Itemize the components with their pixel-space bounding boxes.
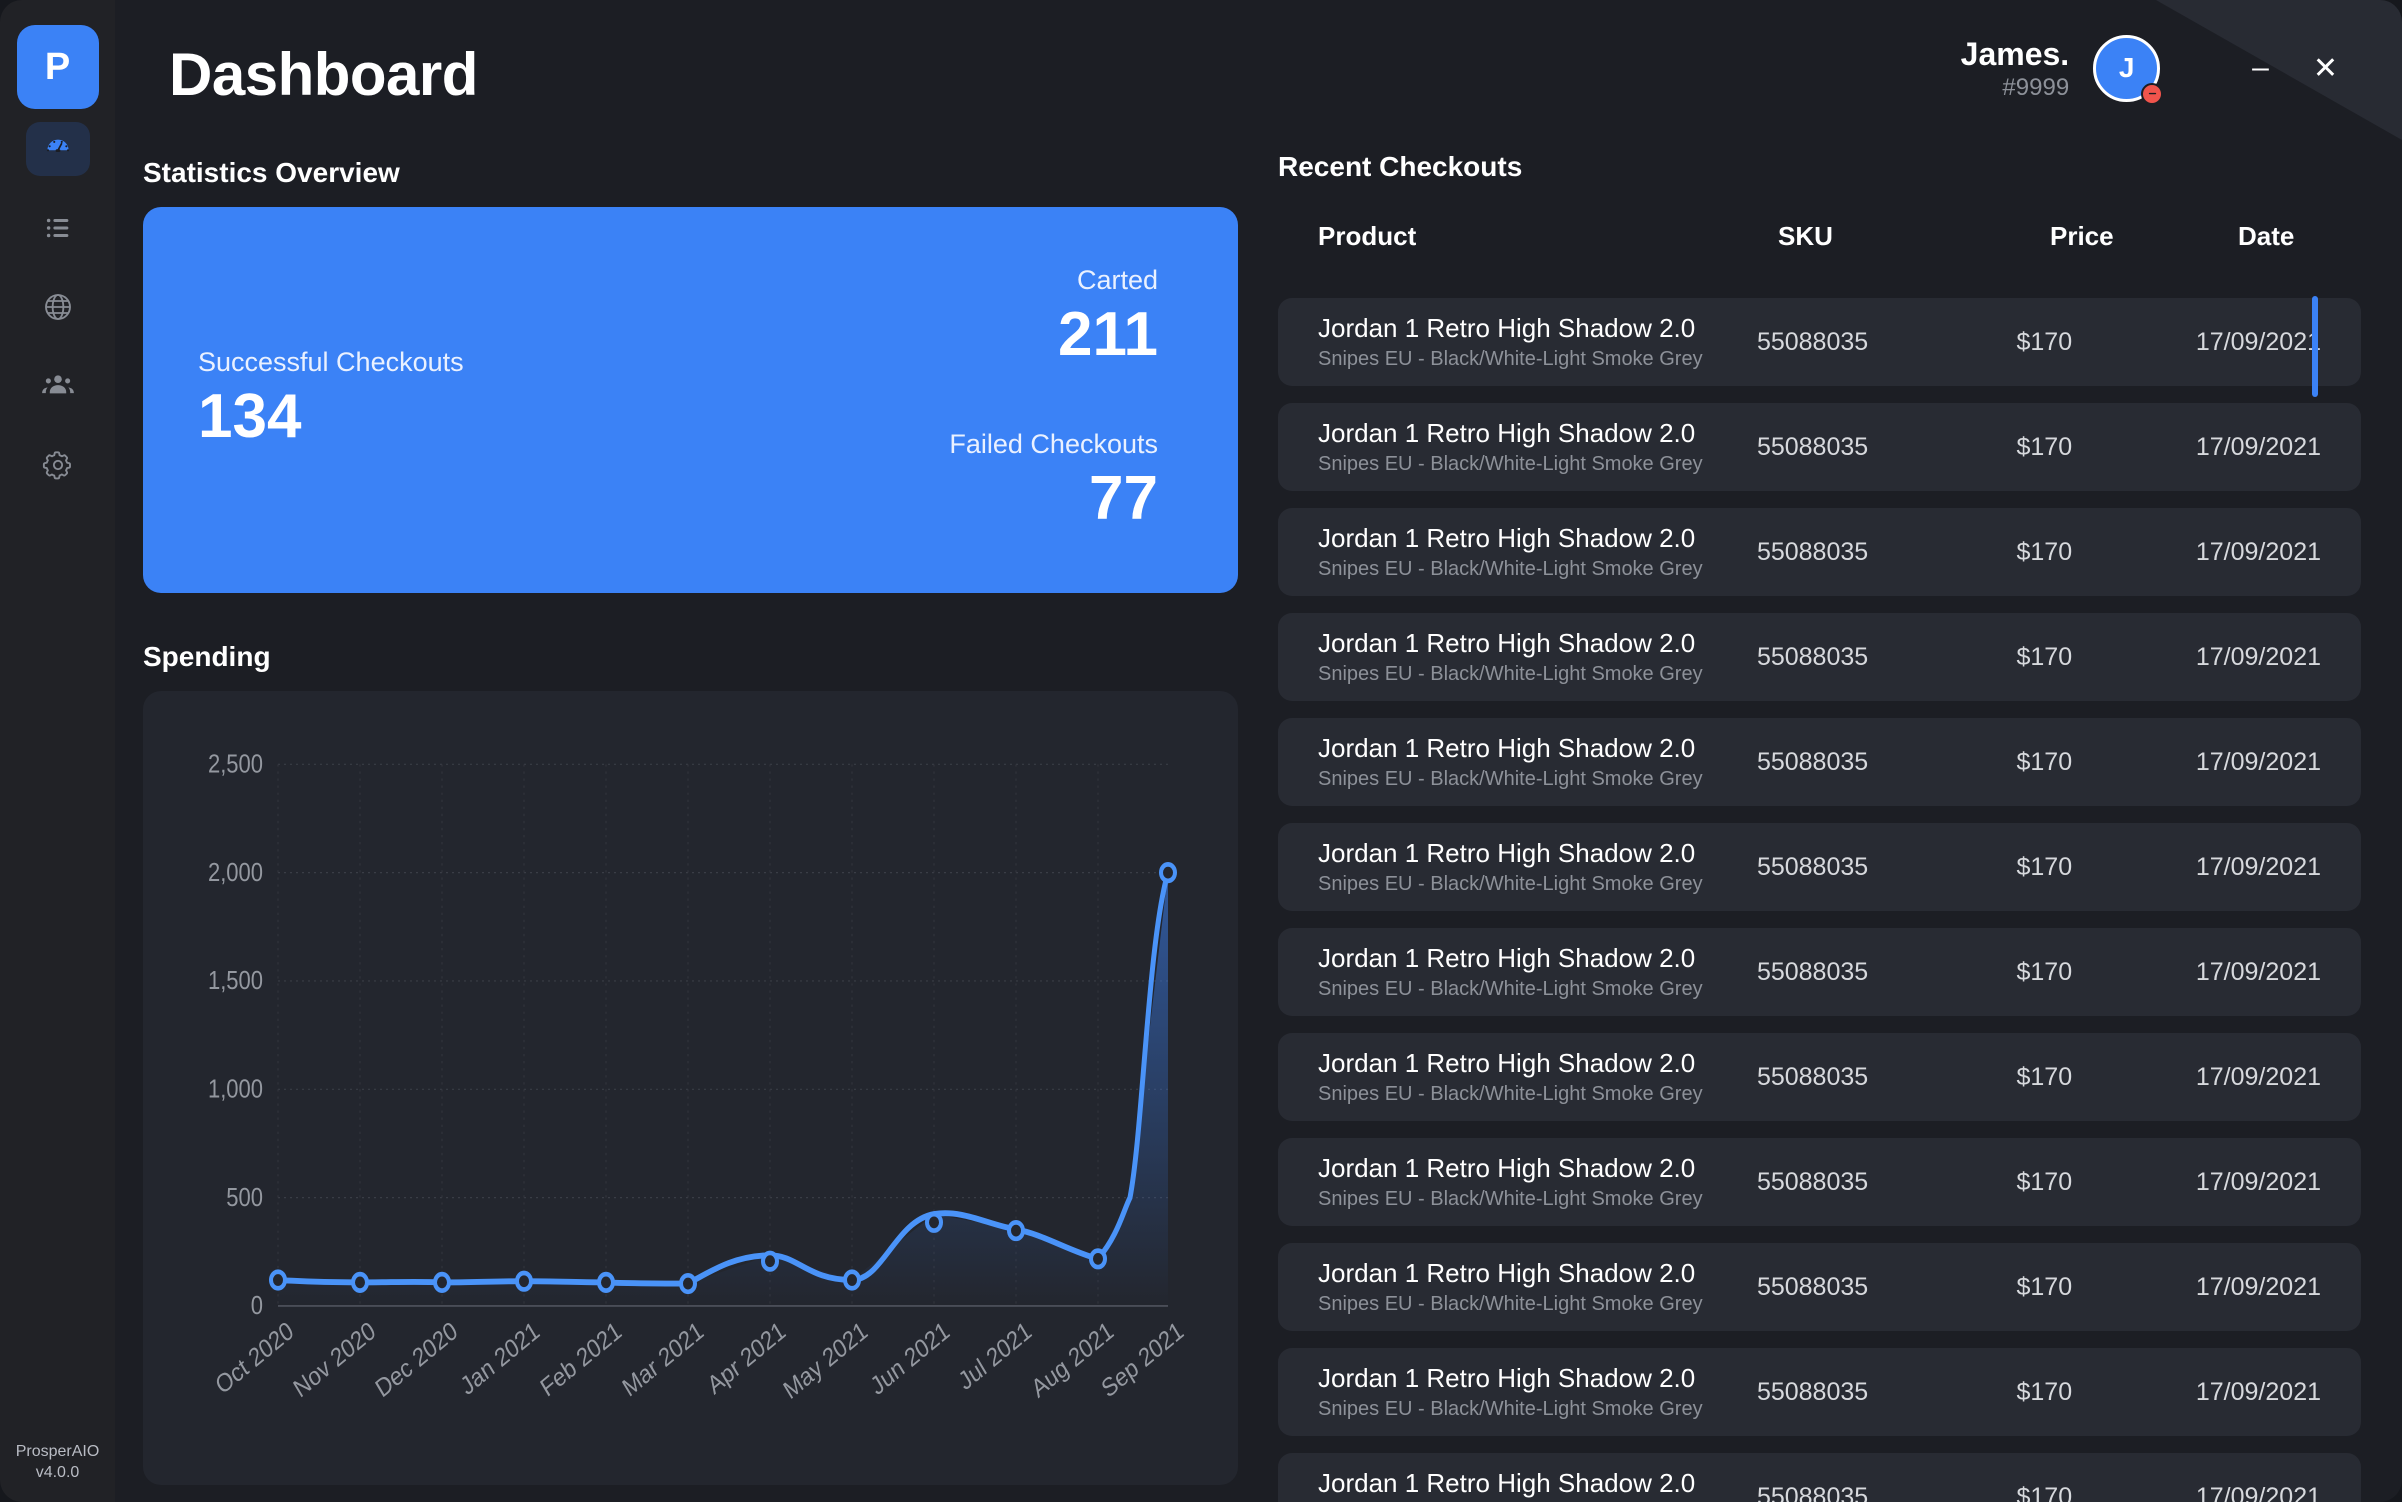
svg-text:Feb 2021: Feb 2021 <box>536 1316 626 1403</box>
svg-text:Dec 2020: Dec 2020 <box>371 1316 462 1403</box>
svg-text:1,000: 1,000 <box>208 1075 263 1104</box>
svg-text:Jul 2021: Jul 2021 <box>954 1316 1036 1396</box>
svg-text:Nov 2020: Nov 2020 <box>289 1316 380 1403</box>
svg-text:2,000: 2,000 <box>208 858 263 887</box>
svg-text:Apr 2021: Apr 2021 <box>703 1316 790 1400</box>
svg-text:Mar 2021: Mar 2021 <box>618 1316 708 1403</box>
svg-text:Jun 2021: Jun 2021 <box>866 1316 954 1401</box>
svg-text:Jan 2021: Jan 2021 <box>456 1316 544 1401</box>
svg-text:1,500: 1,500 <box>208 967 263 996</box>
svg-text:May 2021: May 2021 <box>779 1316 872 1405</box>
svg-text:Oct 2020: Oct 2020 <box>211 1316 298 1400</box>
svg-text:0: 0 <box>251 1292 263 1321</box>
svg-text:2,500: 2,500 <box>208 750 263 779</box>
svg-text:500: 500 <box>226 1183 263 1212</box>
